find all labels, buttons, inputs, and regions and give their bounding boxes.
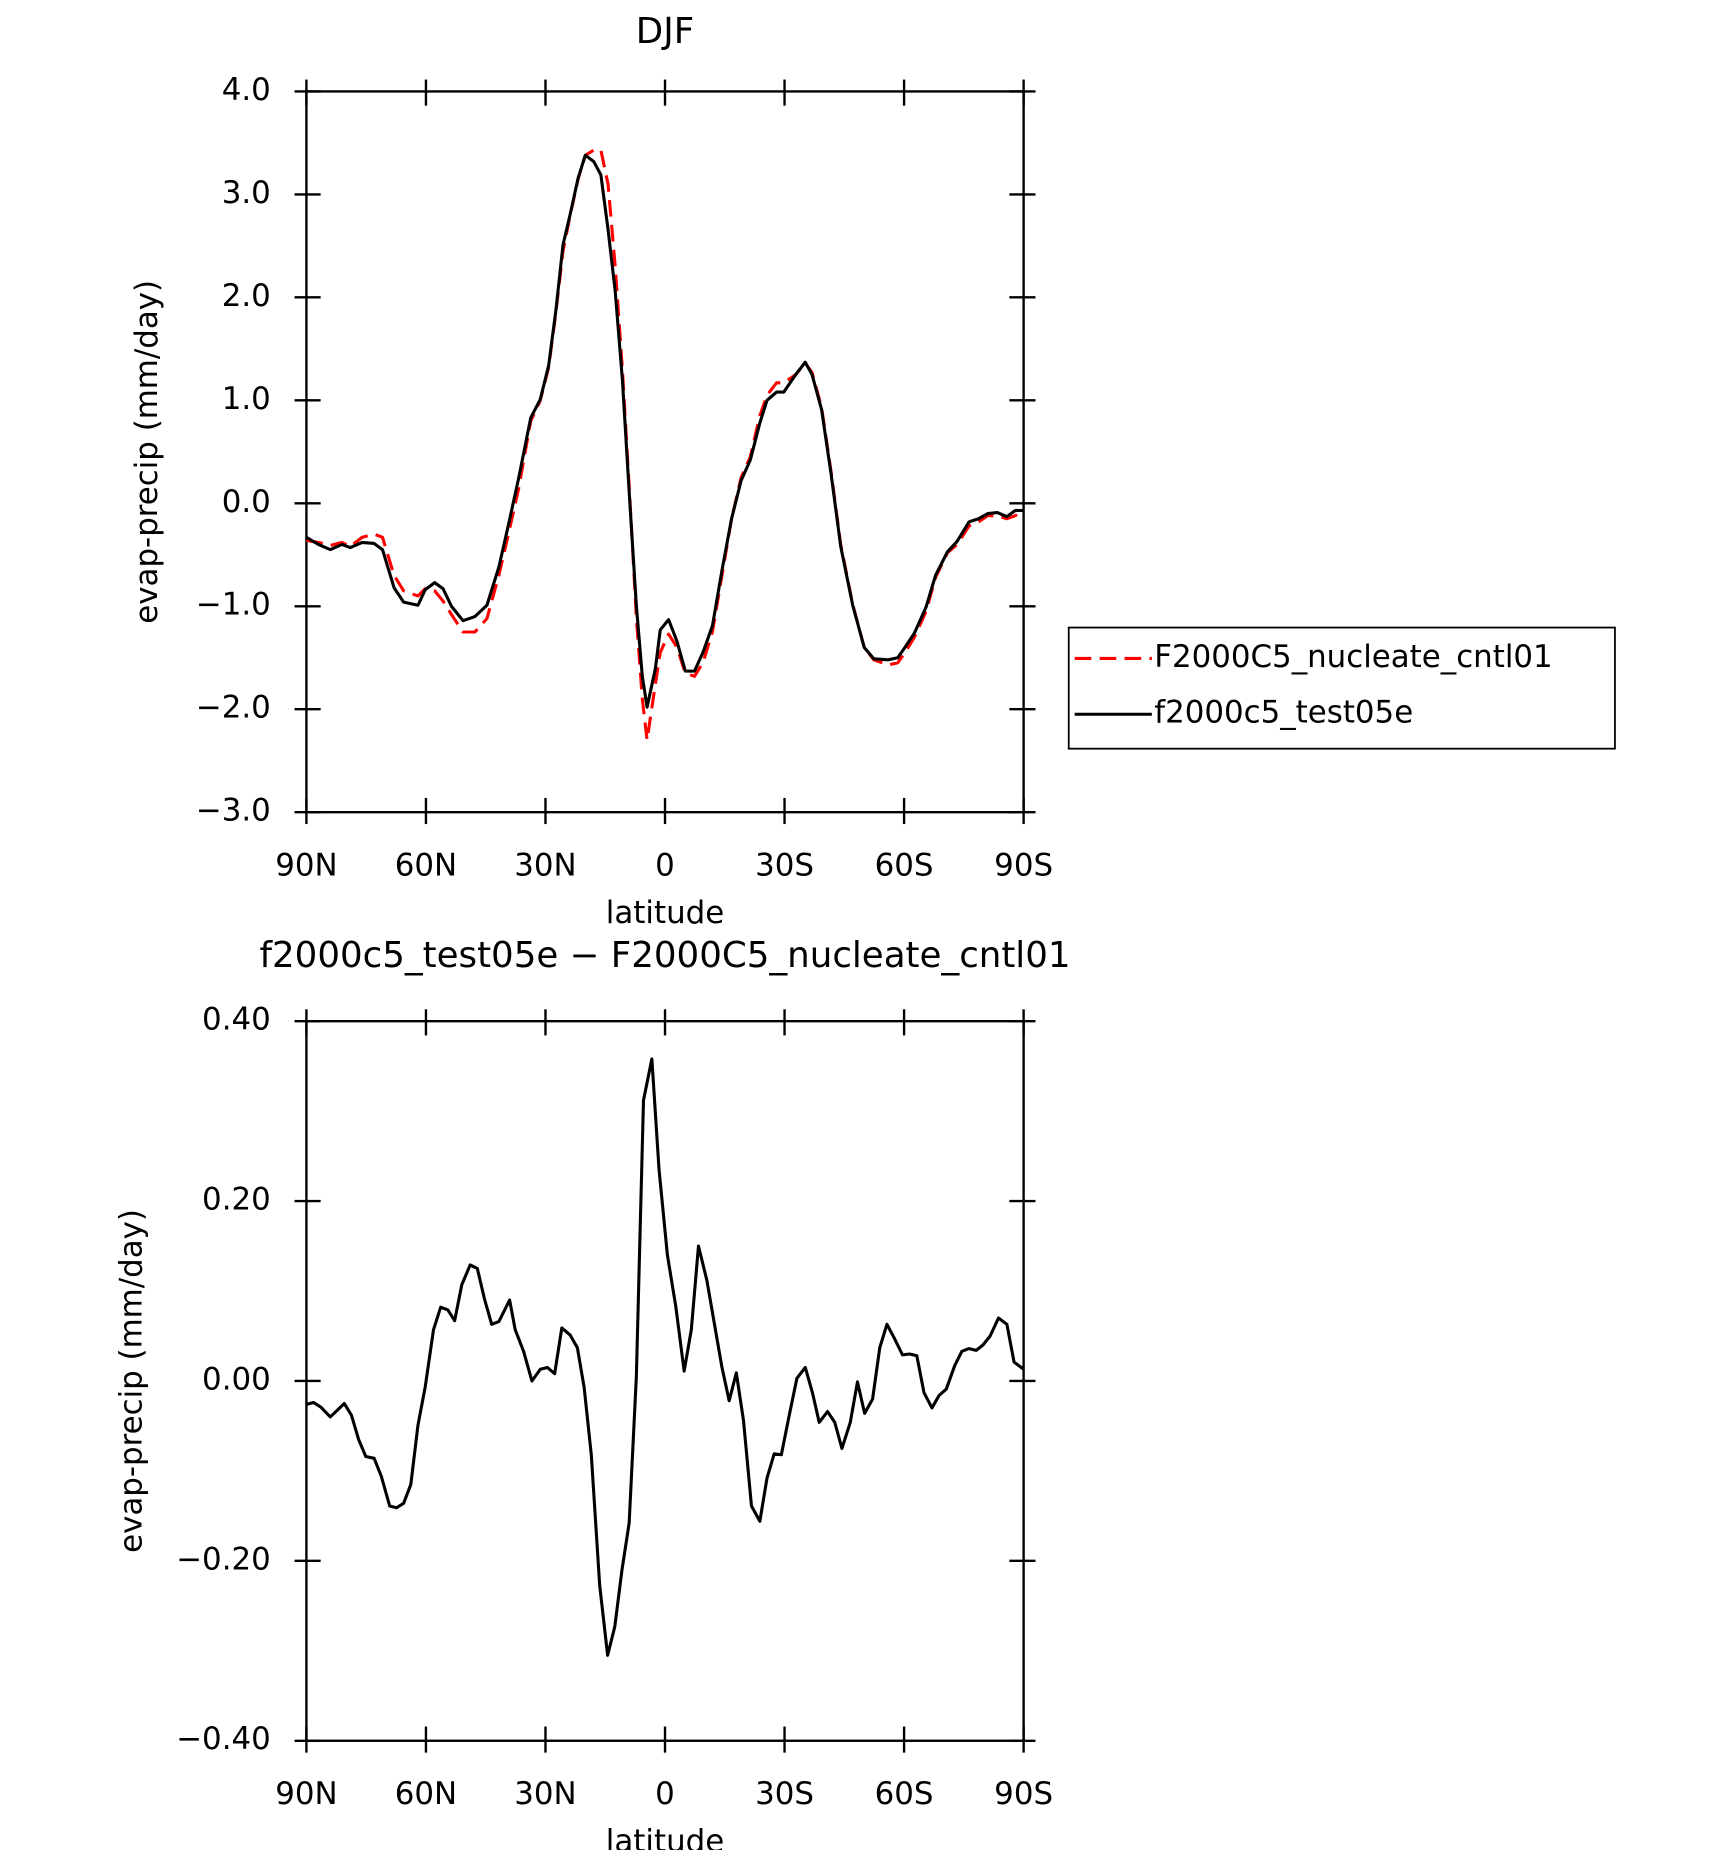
x-tick-label: 90S	[994, 847, 1053, 883]
y-tick-label: −3.0	[196, 793, 271, 829]
legend-label: F2000C5_nucleate_cntl01	[1154, 639, 1552, 675]
x-tick-label: 90S	[994, 1776, 1053, 1812]
x-tick-label: 0	[655, 847, 675, 883]
y-tick-label: 0.00	[202, 1361, 271, 1397]
y-tick-label: 0.20	[202, 1182, 271, 1218]
y-tick-label: 4.0	[222, 72, 271, 108]
x-tick-label: 30N	[514, 1776, 576, 1812]
x-tick-label: 60S	[875, 1776, 934, 1812]
y-tick-label: −0.20	[176, 1541, 271, 1577]
x-axis-label: latitude	[606, 895, 724, 931]
x-tick-label: 90N	[275, 847, 337, 883]
data-line	[306, 148, 1025, 742]
x-tick-label: 0	[655, 1776, 675, 1812]
chart-title: f2000c5_test05e − F2000C5_nucleate_cntl0…	[259, 935, 1070, 976]
x-tick-label: 90N	[275, 1776, 337, 1812]
y-tick-label: 3.0	[222, 175, 271, 211]
data-line	[305, 153, 1024, 709]
plot-frame	[305, 90, 1025, 814]
y-tick-label: −2.0	[196, 690, 271, 726]
x-tick-label: 30S	[755, 847, 814, 883]
plot-frame	[305, 1019, 1025, 1742]
x-axis-label: latitude	[606, 1823, 724, 1850]
y-tick-label: 2.0	[222, 278, 271, 314]
y-axis-label: evap-precip (mm/day)	[129, 280, 165, 624]
chart-title: DJF	[636, 11, 694, 52]
y-axis-label: evap-precip (mm/day)	[114, 1209, 150, 1553]
x-tick-label: 60S	[875, 847, 934, 883]
y-tick-label: 0.0	[222, 484, 271, 520]
legend-label: f2000c5_test05e	[1154, 695, 1413, 731]
x-tick-label: 30S	[755, 1776, 814, 1812]
y-tick-label: −1.0	[196, 587, 271, 623]
x-tick-label: 30N	[514, 847, 576, 883]
y-tick-label: 0.40	[202, 1002, 271, 1038]
y-tick-label: −0.40	[176, 1721, 271, 1757]
y-tick-label: 1.0	[222, 381, 271, 417]
legend-box	[1067, 626, 1616, 750]
x-tick-label: 60N	[395, 847, 457, 883]
data-line	[306, 1057, 1025, 1657]
x-tick-label: 60N	[395, 1776, 457, 1812]
